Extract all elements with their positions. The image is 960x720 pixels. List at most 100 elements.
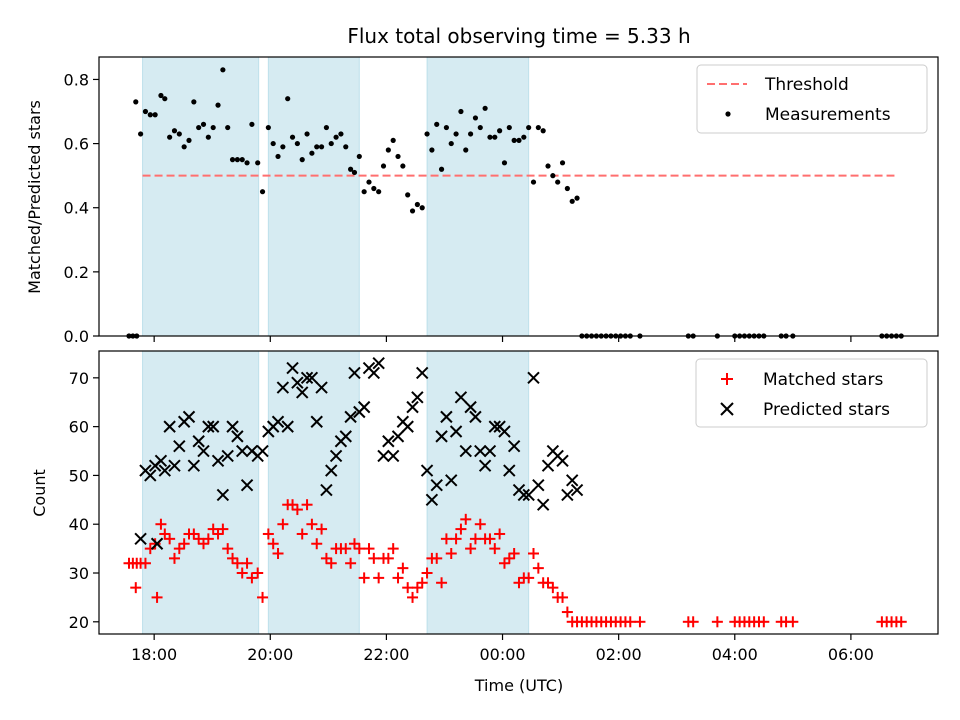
predicted-point xyxy=(503,464,516,477)
matched-point xyxy=(301,499,313,511)
count-legend-frame xyxy=(695,358,928,428)
count-x-ticks: 18:00 20:00 22:00 00:00 02:00 04:00 06:00 xyxy=(131,634,874,664)
matched-point xyxy=(445,547,457,559)
matched-point xyxy=(411,582,423,594)
measurement-point xyxy=(259,189,266,195)
measurement-point xyxy=(338,131,344,137)
predicted-point xyxy=(281,420,294,433)
matched-point xyxy=(523,572,535,584)
measurement-point xyxy=(323,124,330,131)
ratio-legend: Threshold Measurements xyxy=(696,64,928,134)
matched-point xyxy=(557,591,569,603)
predicted-point xyxy=(536,498,550,511)
predicted-point xyxy=(469,410,482,424)
measurement-point xyxy=(162,96,168,102)
measurement-point xyxy=(314,144,320,150)
matched-point xyxy=(494,528,506,540)
predicted-point xyxy=(240,478,254,492)
measurement-point xyxy=(234,157,240,163)
predicted-point xyxy=(532,478,545,492)
matched-point xyxy=(325,557,337,569)
measurement-point xyxy=(424,131,430,137)
matched-point xyxy=(460,513,472,525)
predicted-point xyxy=(187,459,201,472)
matched-point xyxy=(246,572,258,584)
predicted-point xyxy=(144,469,157,482)
matched-point xyxy=(348,538,360,550)
matched-point xyxy=(178,538,190,550)
predicted-point xyxy=(391,430,405,443)
measurement-point xyxy=(158,92,164,99)
matched-point xyxy=(402,582,414,594)
measurement-point xyxy=(530,179,537,185)
legend-predicted-label: Predicted stars xyxy=(763,400,890,420)
matched-point xyxy=(291,504,303,516)
measurement-point xyxy=(244,160,250,166)
matched-point xyxy=(241,557,253,569)
measurement-point xyxy=(463,147,469,153)
measurement-point xyxy=(443,124,450,131)
measurement-point xyxy=(299,157,305,163)
measurement-point xyxy=(196,124,202,131)
measurement-point xyxy=(521,134,527,140)
matched-point xyxy=(149,538,161,550)
measurement-point xyxy=(294,140,300,147)
predicted-point xyxy=(488,420,501,433)
predicted-point xyxy=(226,420,239,433)
matched-point xyxy=(130,582,142,594)
measurement-point xyxy=(186,137,192,143)
predicted-point xyxy=(483,444,497,458)
legend-measurements-swatch xyxy=(725,111,731,117)
measurement-point xyxy=(414,201,420,208)
ratio-y-axis-label: Matched/Predicted stars xyxy=(25,100,44,294)
predicted-point xyxy=(478,459,492,472)
count-y-tick-label: 20 xyxy=(69,613,89,632)
measurement-point xyxy=(550,173,556,179)
predicted-point xyxy=(197,444,210,458)
measurement-point xyxy=(191,99,197,105)
predicted-point xyxy=(216,488,230,502)
legend-threshold-label: Threshold xyxy=(764,75,849,95)
measurement-point xyxy=(477,124,483,131)
predicted-point xyxy=(300,371,314,385)
measurement-point xyxy=(492,134,498,140)
measurement-point xyxy=(376,189,382,195)
predicted-point xyxy=(541,459,555,472)
measurement-point xyxy=(400,163,406,169)
predicted-point xyxy=(154,454,168,467)
matched-point xyxy=(474,518,486,530)
series-predicted-stars xyxy=(134,356,584,550)
predicted-point xyxy=(202,420,215,433)
predicted-point xyxy=(527,371,540,385)
count-y-tick-label: 50 xyxy=(69,466,89,485)
matched-point xyxy=(634,616,646,628)
predicted-point xyxy=(192,435,205,448)
matched-point xyxy=(202,533,214,545)
predicted-point xyxy=(416,366,429,380)
predicted-point xyxy=(357,400,371,414)
x-tick-label: 04:00 xyxy=(712,645,758,664)
matched-point xyxy=(508,547,520,559)
predicted-point xyxy=(445,474,458,487)
matched-point xyxy=(311,538,323,550)
matched-point xyxy=(363,543,375,555)
predicted-point xyxy=(163,420,176,433)
predicted-point xyxy=(377,449,390,463)
predicted-point xyxy=(325,464,338,477)
count-legend: Matched stars Predicted stars xyxy=(695,358,928,428)
predicted-point xyxy=(291,376,304,389)
matched-point xyxy=(207,523,219,535)
measurement-point xyxy=(569,198,575,204)
measurement-point xyxy=(385,147,391,153)
legend-matched-swatch xyxy=(721,373,733,385)
measurement-point xyxy=(366,179,372,185)
predicted-point xyxy=(498,425,511,438)
predicted-point xyxy=(168,459,181,472)
measurement-point xyxy=(318,144,325,150)
matched-point xyxy=(212,528,224,540)
measurement-point xyxy=(501,160,508,166)
ratio-axes-frame xyxy=(98,56,939,337)
matched-point xyxy=(687,616,699,628)
x-tick-label: 00:00 xyxy=(479,645,525,664)
